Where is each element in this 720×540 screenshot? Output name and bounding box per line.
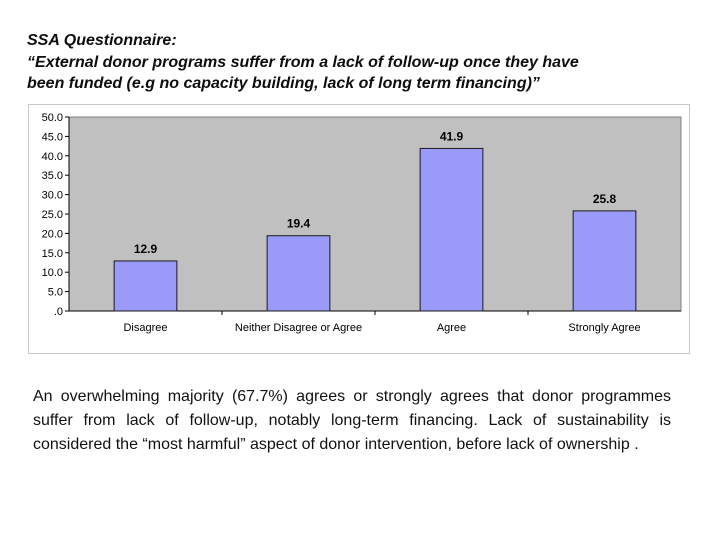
y-tick-label: 45.0 [42, 131, 63, 143]
bar [419, 147, 484, 312]
title-line-3: been funded (e.g no capacity building, l… [27, 75, 540, 92]
category-label: Strongly Agree [568, 322, 640, 334]
y-tick-label: .0 [54, 306, 63, 318]
bar [572, 210, 637, 312]
slide-title: SSA Questionnaire: “External donor progr… [27, 30, 697, 95]
data-label: 25.8 [593, 192, 617, 206]
y-tick-label: 5.0 [48, 287, 63, 299]
category-label: Agree [437, 322, 466, 334]
chart-frame: .0 5.0 10.0 15.0 20.0 25.0 30.0 35.0 40.0 45.0 50.… [28, 104, 690, 354]
y-tick-label: 40.0 [42, 151, 63, 163]
y-tick-label: 20.0 [42, 228, 63, 240]
bar [113, 260, 178, 312]
summary-paragraph: An overwhelming majority (67.7%) agrees … [33, 388, 671, 453]
data-label: 41.9 [440, 129, 464, 143]
data-label: 19.4 [287, 217, 311, 231]
y-tick-label: 15.0 [42, 248, 63, 260]
y-tick-label: 10.0 [42, 267, 63, 279]
category-label: Neither Disagree or Agree [235, 322, 362, 334]
y-tick-label: 30.0 [42, 190, 63, 202]
bar [266, 235, 331, 312]
y-tick-label: 50.0 [42, 112, 63, 124]
y-tick-label: 25.0 [42, 209, 63, 221]
bar-chart: .0 5.0 10.0 15.0 20.0 25.0 30.0 35.0 40.0 45.0 50.… [42, 112, 682, 334]
title-line-1: SSA Questionnaire: [27, 32, 177, 49]
data-label: 12.9 [134, 242, 158, 256]
category-label: Disagree [123, 322, 167, 334]
title-line-2: “External donor programs suffer from a l… [27, 53, 579, 71]
y-tick-label: 35.0 [42, 170, 63, 182]
